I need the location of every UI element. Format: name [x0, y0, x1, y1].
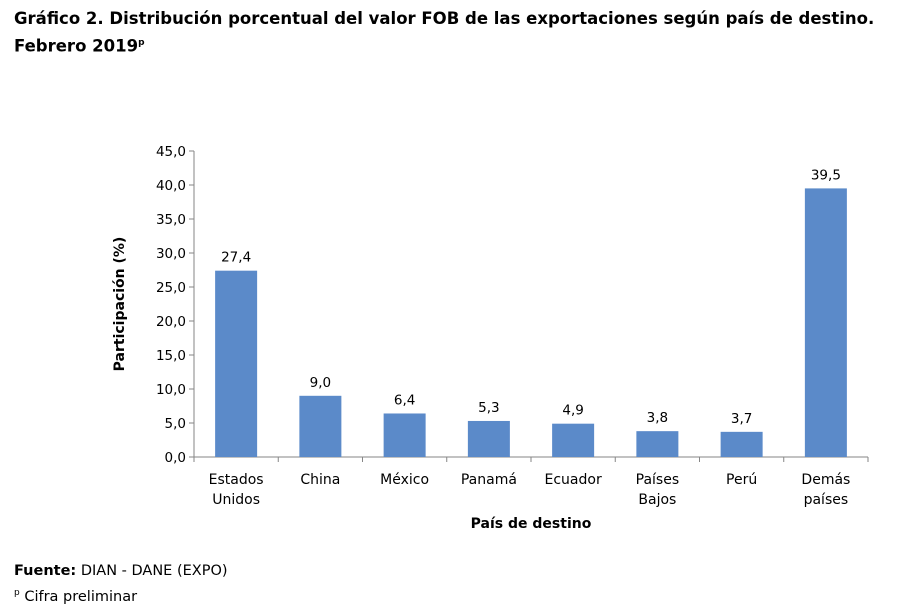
y-tick-label: 35,0: [156, 212, 186, 228]
bar-value-label: 6,4: [394, 392, 415, 408]
x-category-label: Demás países: [801, 472, 850, 508]
title-superscript: p: [138, 38, 145, 48]
y-tick-label: 40,0: [156, 178, 186, 194]
bar: [636, 431, 679, 457]
title-line-1: Gráfico 2. Distribución porcentual del v…: [14, 9, 875, 28]
x-category-label: México: [380, 472, 429, 488]
x-category-label-line: Unidos: [212, 492, 260, 508]
bar-value-label: 4,9: [562, 403, 583, 419]
y-tick-label: 25,0: [156, 280, 186, 296]
x-category-label-line: Estados: [209, 472, 264, 488]
x-category-label-line: Ecuador: [545, 472, 602, 488]
y-tick-label: 30,0: [156, 246, 186, 262]
y-axis-title: Participación (%): [112, 237, 128, 372]
title-date: Febrero 2019: [14, 36, 139, 56]
chart-footer: Fuente: DIAN - DANE (EXPO) p Cifra preli…: [14, 560, 228, 608]
source-text: DIAN - DANE (EXPO): [80, 563, 228, 579]
bar-value-label: 27,4: [221, 250, 251, 266]
bar: [467, 420, 510, 457]
chart-title: Gráfico 2. Distribución porcentual del v…: [14, 6, 894, 59]
x-category-label-line: China: [300, 472, 340, 488]
x-category-label-line: Perú: [726, 472, 757, 488]
bar: [383, 413, 426, 457]
bar: [215, 270, 258, 457]
x-category-label: Perú: [726, 472, 757, 488]
bar: [299, 395, 342, 457]
bar-value-label: 39,5: [811, 167, 841, 183]
x-category-label-line: países: [804, 492, 849, 508]
bar: [552, 423, 595, 457]
bar: [720, 431, 763, 457]
x-category-label-line: Países: [636, 472, 679, 488]
bar: [804, 188, 847, 457]
source-label: Fuente:: [14, 563, 77, 579]
x-axis-title: País de destino: [471, 516, 592, 532]
x-category-label-line: Demás: [801, 472, 850, 488]
x-category-label-line: México: [380, 472, 429, 488]
x-category-label: Países Bajos: [636, 472, 679, 508]
y-tick-label: 5,0: [165, 416, 186, 432]
y-tick-label: 15,0: [156, 348, 186, 364]
bar-value-label: 3,7: [731, 411, 752, 427]
y-tick-label: 45,0: [156, 144, 186, 160]
x-category-label-line: Bajos: [638, 492, 676, 508]
x-category-label: Ecuador: [545, 472, 602, 488]
source-line: Fuente: DIAN - DANE (EXPO): [14, 560, 228, 582]
bar-value-label: 3,8: [647, 410, 668, 426]
title-line-2: Febrero 2019p: [14, 31, 894, 59]
y-tick-label: 10,0: [156, 382, 186, 398]
x-category-label-line: Panamá: [461, 472, 517, 488]
bar-value-label: 9,0: [310, 375, 331, 391]
note-mark: p: [14, 588, 20, 598]
bar-value-label: 5,3: [478, 400, 499, 416]
note-text: Cifra preliminar: [24, 588, 138, 605]
x-category-label: China: [300, 472, 340, 488]
note-line: p Cifra preliminar: [14, 582, 228, 608]
y-tick-label: 20,0: [156, 314, 186, 330]
x-category-label: Estados Unidos: [209, 472, 264, 508]
x-category-label: Panamá: [461, 472, 517, 488]
y-tick-label: 0,0: [165, 450, 186, 466]
